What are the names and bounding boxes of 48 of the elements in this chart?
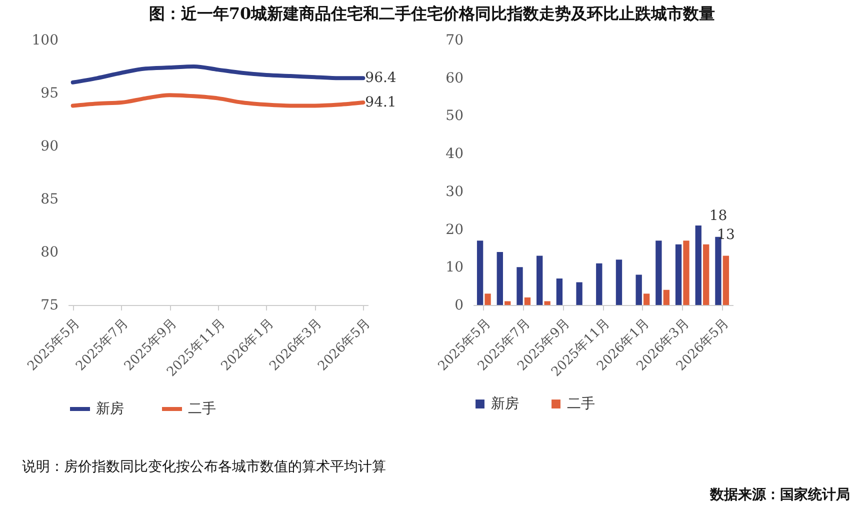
bar: [476, 240, 484, 305]
bar: [536, 256, 543, 305]
bar: [576, 282, 582, 305]
legend-label: 新房: [96, 401, 124, 417]
bar: [484, 294, 491, 305]
bar: [616, 260, 622, 305]
bar: [722, 256, 730, 305]
y-tick-label: 0: [454, 298, 464, 314]
bar: [663, 290, 670, 305]
bar: [524, 297, 531, 305]
legend-label: 二手: [567, 396, 595, 412]
bar: [496, 252, 503, 305]
legend-label: 二手: [188, 401, 216, 417]
y-tick-label: 70: [446, 32, 464, 48]
data-label: 94.1: [365, 94, 396, 111]
y-tick-label: 90: [40, 138, 58, 154]
y-tick-label: 50: [446, 108, 464, 124]
bar: [703, 244, 710, 305]
bar: [695, 226, 702, 305]
text: 说明：房价指数同比变化按公布各城市数值的算术平均计算: [22, 458, 386, 476]
y-tick-label: 95: [40, 86, 58, 102]
data-label: 18: [709, 208, 728, 224]
data-label: 13: [717, 226, 735, 243]
bar: [643, 294, 650, 305]
y-tick-label: 80: [40, 244, 58, 260]
y-tick-label: 60: [446, 70, 464, 86]
y-tick-label: 10: [446, 260, 464, 276]
bar: [596, 263, 602, 305]
line-series: [70, 93, 366, 108]
data-label: 96.4: [365, 70, 396, 86]
bar: [504, 301, 511, 305]
bar: [556, 278, 563, 305]
y-tick-label: 100: [32, 32, 58, 48]
text: 图：近一年70城新建商品住宅和二手住宅价格同比指数走势及环比止跌城市数量: [148, 4, 716, 25]
source-note: 数据来源：国家统计局: [710, 486, 850, 504]
bar: [544, 301, 550, 305]
y-tick-label: 40: [446, 146, 464, 162]
bar: [516, 267, 523, 305]
y-tick-label: 75: [40, 298, 58, 314]
bar: [656, 240, 662, 305]
line-series: [70, 64, 366, 84]
y-tick-label: 20: [446, 222, 464, 238]
bar: [675, 244, 682, 305]
y-tick-label: 30: [446, 184, 464, 200]
legend-label: 新房: [491, 396, 519, 412]
bar: [636, 274, 642, 305]
bar: [683, 240, 690, 305]
y-tick-label: 85: [40, 192, 58, 208]
